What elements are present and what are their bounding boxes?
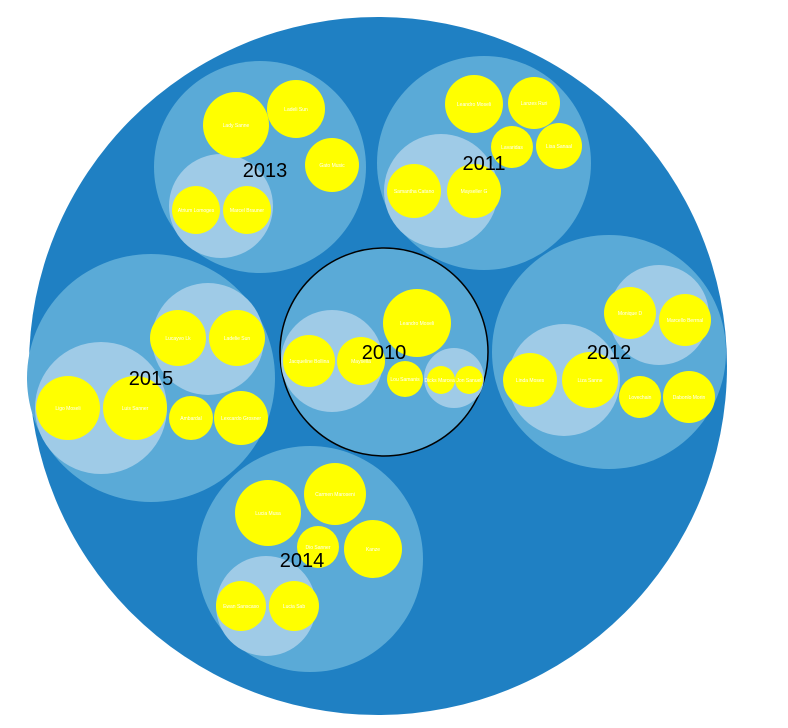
leaf-label: Jacqueline Bollina [289,359,330,365]
leaf-label: Liza Sanne [577,378,602,384]
leaf-label: Mayseller G [461,189,488,195]
leaf-label: Monique D [618,311,643,317]
leaf-label: Leandro Moseli [400,321,434,327]
leaf-label: Ladeli Sun [284,107,308,113]
year-label-2010: 2010 [362,342,407,364]
leaf-label: Ladelie Sun [224,336,251,342]
year-label-2013: 2013 [243,160,288,182]
leaf-label: Leandro Moseli [457,102,491,108]
leaf-label: Lovechain [629,395,652,401]
year-label-2015: 2015 [129,368,174,390]
leaf-label: Lanzes Ruri [521,101,548,107]
leaf-label: Lucia Sab [283,604,305,610]
leaf-label: Ligo Moseli [55,406,80,412]
leaf-label: Atrium Lomoges [178,208,215,214]
leaf-label: Carmen Maroseni [315,492,355,498]
leaf-label: Linda Moses [516,378,545,384]
year-label-2012: 2012 [587,342,632,364]
leaf-label: Dicks Marceau [424,378,457,384]
leaf-label: Kanze [366,547,380,553]
leaf-label: Gato Music [319,163,345,169]
year-label-2014: 2014 [280,550,325,572]
leaf-label: Ewan Sanscaso [223,604,259,610]
leaf-label: Samantha Catano [394,189,435,195]
leaf-label: Ambardal [180,416,201,422]
leaf-label: Lucayvo Lk [165,336,191,342]
leaf-label: Lady Sanne [223,123,250,129]
leaf-label: Lavaridas [501,145,523,151]
leaf-label: Luis Sanner [122,406,149,412]
leaf-label: Lou Samanis [390,377,420,383]
leaf-label: Dabonlo Morin [673,395,706,401]
leaf-label: Lexcardo Grosner [221,416,261,422]
leaf-label: Marcel Brauner [230,208,265,214]
leaf-label: Marcello Berrnal [667,318,703,324]
leaf-label: Lucia Musa [255,511,281,517]
leaf-label: Lisa Sanaal [546,144,572,150]
year-label-2011: 2011 [462,153,505,175]
leaf-label: Jon Sanuel [456,378,481,384]
